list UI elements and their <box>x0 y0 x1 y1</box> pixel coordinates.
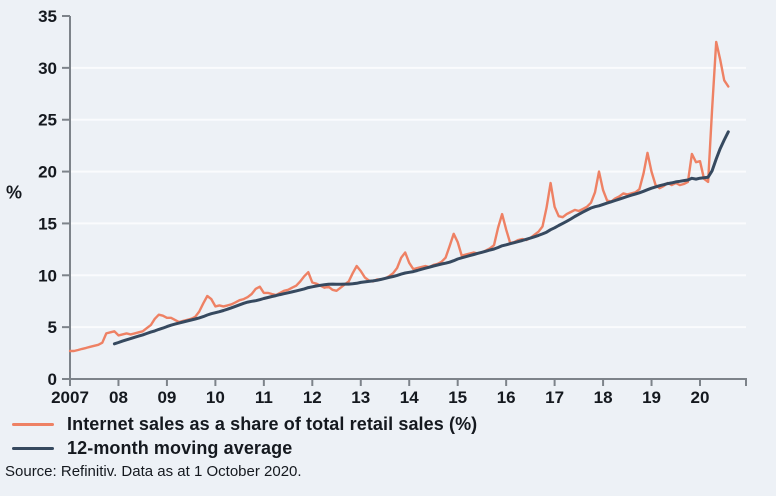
legend-item-moving-average: 12-month moving average <box>12 436 776 460</box>
legend-label-moving-average: 12-month moving average <box>67 437 293 458</box>
x-tick-label: 16 <box>497 388 516 407</box>
y-tick-label: 0 <box>48 370 57 389</box>
x-tick-label: 20 <box>691 388 710 407</box>
axis-lines <box>69 16 747 386</box>
x-tick-label: 18 <box>594 388 613 407</box>
x-tick-label: 17 <box>545 388 564 407</box>
x-tick-label: 09 <box>157 388 176 407</box>
moving-average-line <box>112 130 730 346</box>
y-tick-label: 10 <box>38 266 57 285</box>
y-axis-label: % <box>6 182 22 202</box>
y-tick-label: 35 <box>38 7 57 26</box>
x-tick-label: 13 <box>351 388 370 407</box>
y-tick-label: 5 <box>48 318 57 337</box>
legend-item-internet-sales: Internet sales as a share of total retai… <box>12 412 776 436</box>
x-tick-label: 10 <box>206 388 225 407</box>
y-tick-label: 20 <box>38 163 57 182</box>
y-tick-label: 15 <box>38 214 57 233</box>
source-note: Source: Refinitiv. Data as at 1 October … <box>5 463 302 480</box>
x-tick-label: 14 <box>400 388 419 407</box>
y-tick-label: 30 <box>38 59 57 78</box>
y-tick-label: 25 <box>38 111 57 130</box>
x-tick-label: 08 <box>109 388 128 407</box>
chart-legend: Internet sales as a share of total retai… <box>12 412 776 460</box>
legend-line-swatch-internet-sales <box>12 422 54 426</box>
x-tick-label: 2007 <box>51 388 89 407</box>
legend-line-swatch-moving-average <box>12 446 54 450</box>
legend-label-internet-sales: Internet sales as a share of total retai… <box>67 413 478 434</box>
x-tick-label: 19 <box>642 388 661 407</box>
chart-canvas: 0 5 10 15 20 25 30 35% 2007 08 09 10 11 12 13 14 15 16 17 1… <box>6 7 747 407</box>
x-tick-label: 15 <box>448 388 467 407</box>
x-tick-label: 11 <box>255 388 273 407</box>
x-tick-label: 12 <box>303 388 322 407</box>
